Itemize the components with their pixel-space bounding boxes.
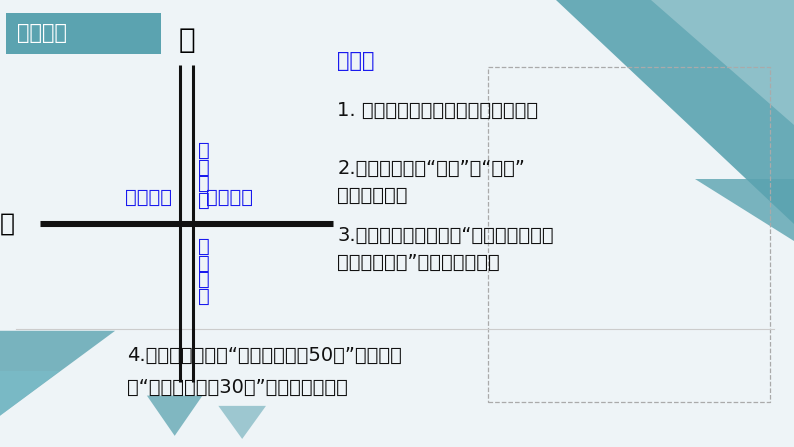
Text: 人民西路北边”，你能找到吗？: 人民西路北边”，你能找到吗？ bbox=[337, 253, 500, 272]
Text: 北: 北 bbox=[179, 25, 195, 54]
Polygon shape bbox=[0, 331, 115, 416]
Text: 中
山
南
路: 中 山 南 路 bbox=[198, 237, 210, 306]
Text: 2.小明可以省去“西边”和“北边”: 2.小明可以省去“西边”和“北边” bbox=[337, 159, 526, 178]
Polygon shape bbox=[651, 0, 794, 125]
Text: 思考：: 思考： bbox=[337, 51, 375, 72]
Polygon shape bbox=[556, 0, 794, 224]
Text: 1. 小明是怎样描述图书馆的位置的？: 1. 小明是怎样描述图书馆的位置的？ bbox=[337, 101, 538, 120]
Text: 人民东路: 人民东路 bbox=[206, 187, 253, 207]
Text: 在“人民西路北边30米”，你能找到吗？: 在“人民西路北边30米”，你能找到吗？ bbox=[127, 378, 348, 397]
Polygon shape bbox=[695, 179, 794, 241]
FancyBboxPatch shape bbox=[6, 13, 161, 54]
Polygon shape bbox=[0, 371, 60, 416]
Text: 探究新知: 探究新知 bbox=[17, 23, 67, 43]
Polygon shape bbox=[147, 396, 202, 436]
Text: 西: 西 bbox=[0, 211, 14, 236]
Text: 3.如果小明说图书馆在“中山北路西边、: 3.如果小明说图书馆在“中山北路西边、 bbox=[337, 226, 554, 245]
Text: 中
山
北
路: 中 山 北 路 bbox=[198, 141, 210, 210]
FancyBboxPatch shape bbox=[180, 222, 193, 225]
Polygon shape bbox=[218, 406, 266, 439]
Text: 4.如果小明只说在“中山北路西边50米”，或只说: 4.如果小明只说在“中山北路西边50米”，或只说 bbox=[127, 346, 402, 366]
Text: 这几个字吗？: 这几个字吗？ bbox=[337, 186, 408, 205]
Text: 人民西路: 人民西路 bbox=[125, 187, 172, 207]
